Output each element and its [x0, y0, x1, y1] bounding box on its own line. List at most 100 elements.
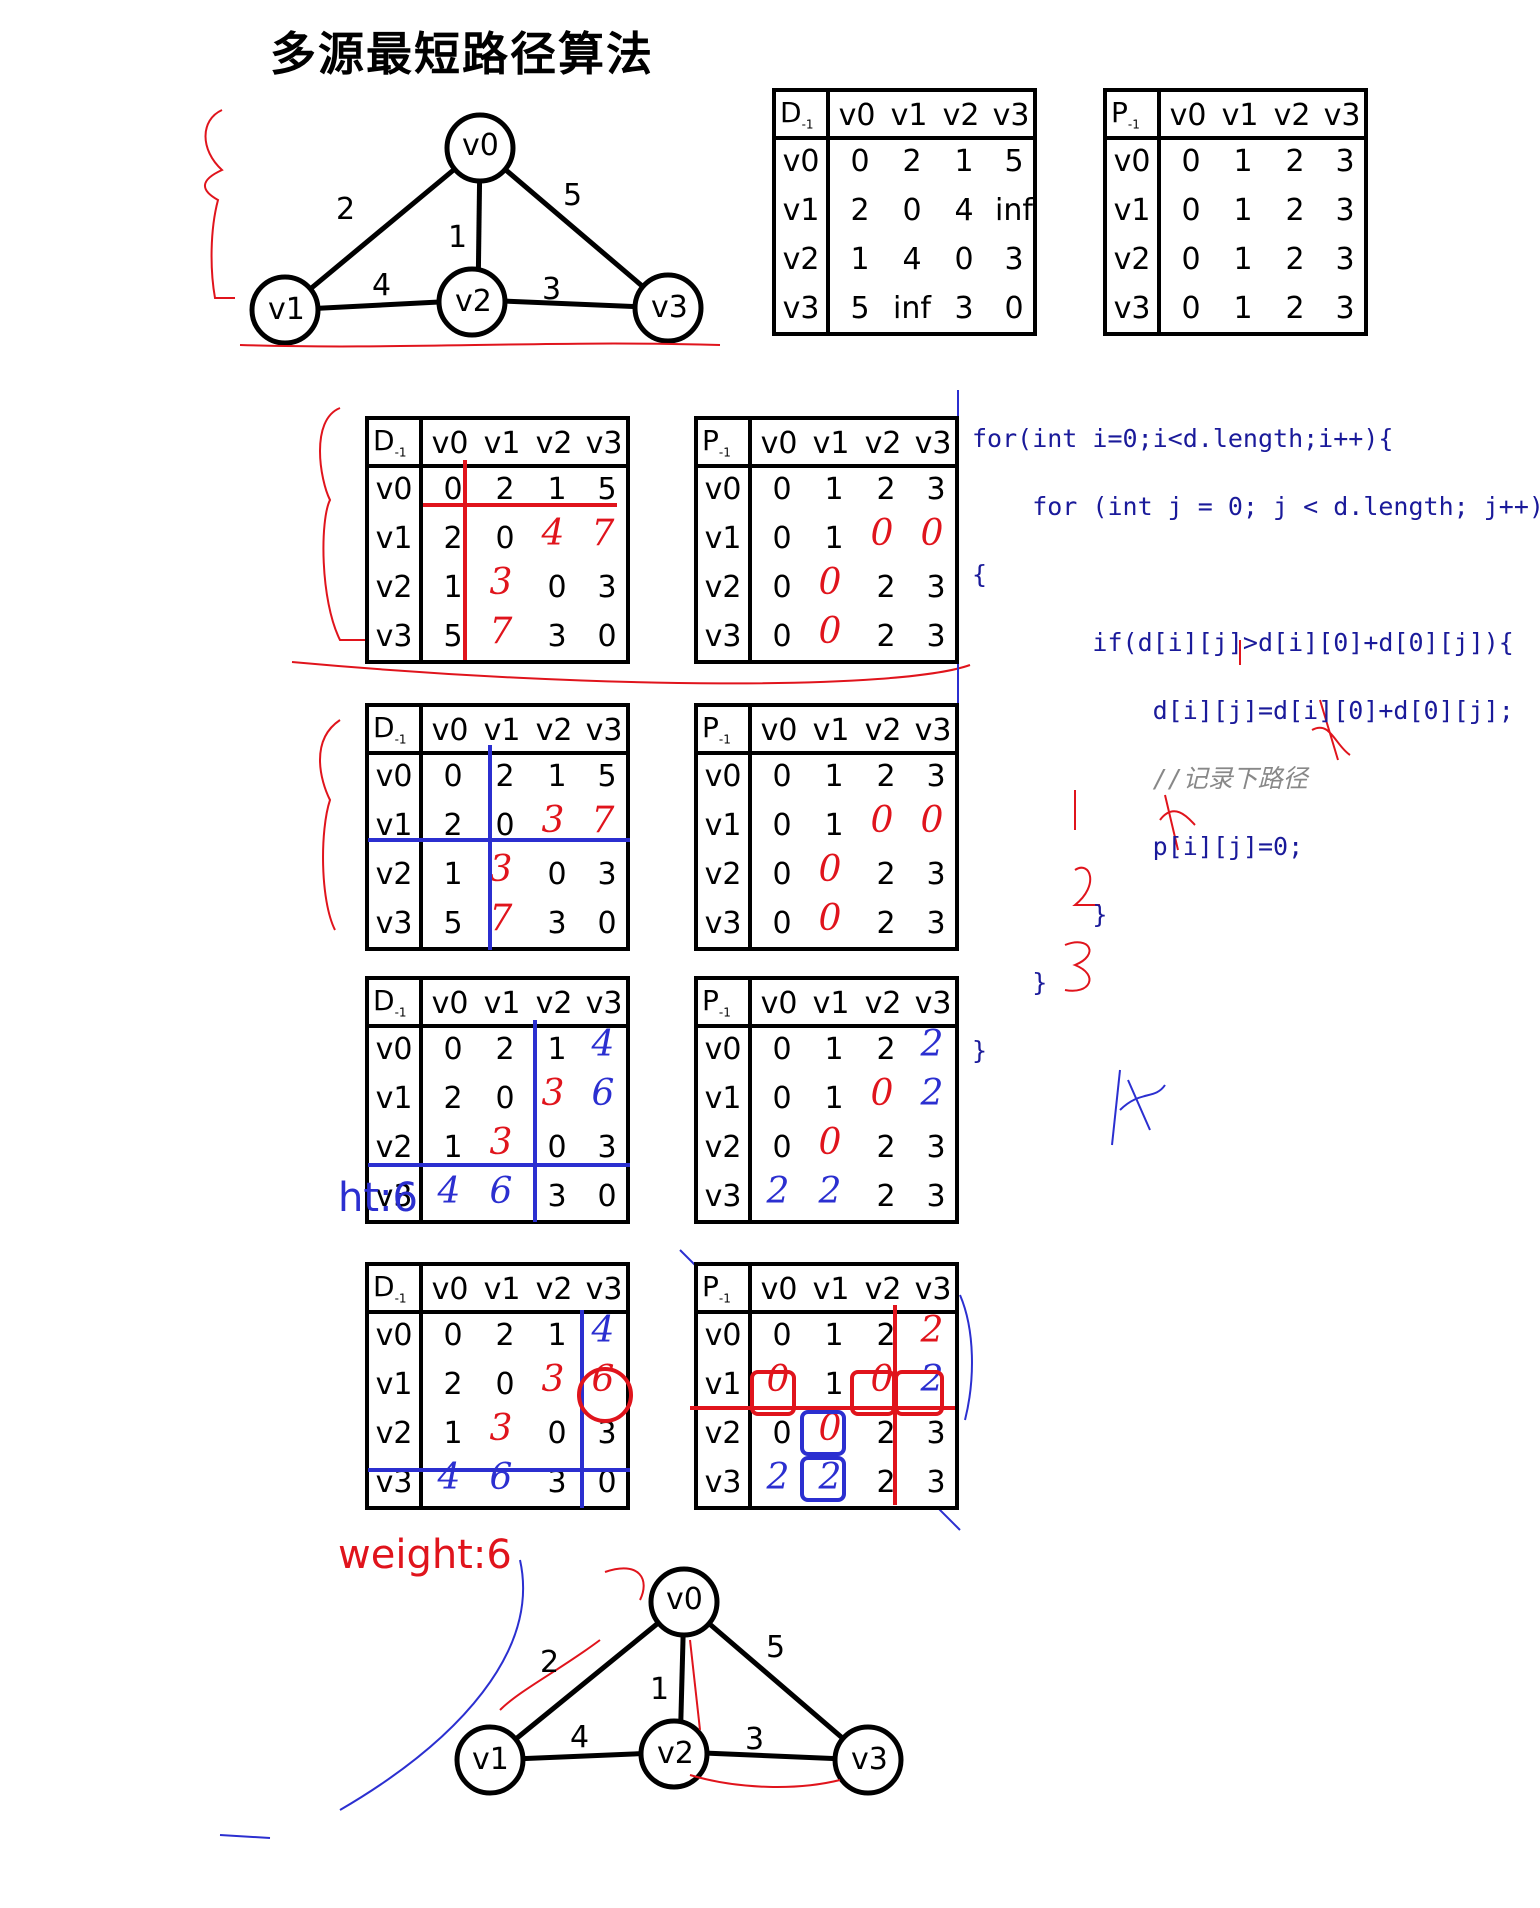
row-header: v1	[375, 1367, 413, 1402]
hw-value: 2	[818, 1171, 842, 1212]
matrix-header-row	[369, 980, 626, 1028]
matrix-cell: 1	[443, 1130, 463, 1165]
matrix-cell: 2	[876, 570, 896, 605]
node-label-v0-b: v0	[666, 1582, 703, 1617]
matrix-cell: 0	[954, 242, 974, 277]
row-header: v1	[375, 521, 413, 556]
matrix-cell: 0	[772, 521, 792, 556]
matrix-cell: 3	[926, 570, 946, 605]
matrix-corner-label: D-1	[373, 424, 407, 460]
column-header: v2	[535, 986, 573, 1021]
hw-value: 7	[489, 611, 513, 652]
edge-v0-v3	[478, 146, 670, 310]
column-header: v3	[585, 426, 623, 461]
row-header: v0	[782, 144, 820, 179]
row-header: v2	[704, 857, 742, 892]
row-header: v1	[704, 1081, 742, 1116]
hw-value: 2	[766, 1171, 790, 1212]
page-title: 多源最短路径算法	[270, 27, 654, 81]
hw-value: 3	[489, 1122, 513, 1163]
row-header: v0	[704, 1318, 742, 1353]
hw-value: 2	[920, 1073, 944, 1114]
hw-value: 0	[818, 1122, 842, 1163]
row-header: v0	[375, 1032, 413, 1067]
column-header: v2	[535, 426, 573, 461]
matrix-header-row	[1107, 92, 1364, 140]
matrix-cell: 5	[443, 906, 463, 941]
hw-value: 0	[766, 1359, 790, 1400]
matrix-cell: 0	[772, 1081, 792, 1116]
row-header: v2	[704, 1416, 742, 1451]
node-v3-b	[832, 1724, 904, 1796]
row-header: v2	[1113, 242, 1151, 277]
edge-v0-v1	[283, 146, 482, 312]
matrix-cell: 0	[547, 857, 567, 892]
matrix-cell: 0	[772, 759, 792, 794]
matrix-cell: 2	[850, 193, 870, 228]
column-header: v3	[914, 713, 952, 748]
d-matrix-step-3: D-1 v0 v1 v2 v3 v0 v1 v2 v3 0 2 1 2 0 1 0 3 3 0	[365, 976, 630, 1224]
column-header: v3	[585, 1272, 623, 1307]
matrix-cell: 1	[850, 242, 870, 277]
hw-value: 6	[591, 1073, 615, 1114]
matrix-cell: 3	[926, 906, 946, 941]
hw-value: 4	[591, 1310, 615, 1351]
highlight-box	[894, 1370, 944, 1416]
matrix-cell: 3	[1335, 144, 1355, 179]
node-v2	[436, 266, 508, 338]
row-header: v2	[704, 570, 742, 605]
matrix-cell: 2	[1285, 242, 1305, 277]
ht-note: ht:6	[338, 1175, 418, 1221]
matrix-cell: 0	[597, 619, 617, 654]
code-line: if(d[i][j]>d[i][0]+d[0][j]){	[972, 628, 1514, 657]
hw-value: 0	[870, 1359, 894, 1400]
edge-weight-v2-v3: 3	[542, 272, 562, 307]
hw-value: 6	[489, 1457, 513, 1498]
matrix-divider	[1157, 92, 1161, 332]
matrix-cell: 0	[495, 1081, 515, 1116]
row-header: v0	[375, 472, 413, 507]
hw-value: 3	[489, 849, 513, 890]
row-header: v3	[1113, 291, 1151, 326]
column-header: v0	[1169, 98, 1207, 133]
matrix-cell: 2	[1285, 193, 1305, 228]
matrix-corner-label: D-1	[373, 1270, 407, 1306]
node-v1	[249, 274, 321, 346]
node-label-v3-b: v3	[851, 1742, 888, 1777]
matrix-cell: 3	[926, 759, 946, 794]
row-header: v1	[782, 193, 820, 228]
matrix-cell: 3	[954, 291, 974, 326]
matrix-cell: 5	[443, 619, 463, 654]
matrix-cell: 5	[850, 291, 870, 326]
edge-v0-v3-b	[682, 1600, 870, 1762]
matrix-cell: 0	[772, 1032, 792, 1067]
matrix-corner-label: P-1	[1111, 96, 1140, 132]
column-header: v2	[864, 1272, 902, 1307]
matrix-header-row	[776, 92, 1033, 140]
matrix-cell: 1	[1233, 144, 1253, 179]
column-header: v2	[864, 986, 902, 1021]
matrix-cell: 0	[1181, 242, 1201, 277]
d-matrix-step-1: D-1 v0 v1 v2 v3 v0 v1 v2 v3 0 2 1 5 2 0 1 0 3 5 3 0	[365, 416, 630, 664]
row-header: v3	[375, 1179, 413, 1214]
matrix-cell: 3	[597, 857, 617, 892]
top-graph	[249, 112, 704, 346]
matrix-header-row	[698, 980, 955, 1028]
code-line: }	[972, 900, 1108, 929]
matrix-cell: 3	[926, 1465, 946, 1500]
hw-value: 2	[766, 1457, 790, 1498]
column-header: v2	[864, 426, 902, 461]
matrix-cell: 2	[1285, 144, 1305, 179]
matrix-cell: 3	[547, 1465, 567, 1500]
matrix-cell: 2	[876, 1130, 896, 1165]
matrix-cell: 0	[902, 193, 922, 228]
matrix-cell: 1	[824, 759, 844, 794]
matrix-corner-label: D-1	[780, 96, 814, 132]
matrix-cell: 3	[547, 1179, 567, 1214]
matrix-divider	[419, 707, 423, 947]
matrix-divider	[748, 707, 752, 947]
matrix-cell: 0	[772, 472, 792, 507]
hw-value: 0	[818, 1408, 842, 1449]
matrix-corner-label: D-1	[373, 984, 407, 1020]
node-label-v3: v3	[651, 290, 688, 325]
